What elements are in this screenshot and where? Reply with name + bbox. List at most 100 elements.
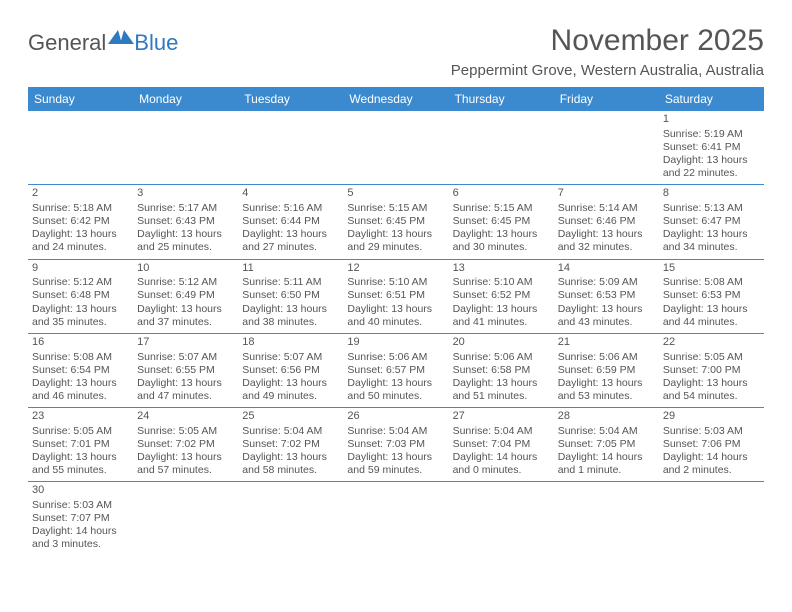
day-number: 21 <box>558 336 655 350</box>
sunrise-text: Sunrise: 5:12 AM <box>137 276 234 289</box>
sunrise-text: Sunrise: 5:15 AM <box>453 202 550 215</box>
calendar-cell: 10Sunrise: 5:12 AMSunset: 6:49 PMDayligh… <box>133 259 238 333</box>
page-title: November 2025 <box>451 24 764 58</box>
sunrise-text: Sunrise: 5:04 AM <box>558 425 655 438</box>
daylight-text: Daylight: 14 hours and 0 minutes. <box>453 451 550 477</box>
calendar-cell: 9Sunrise: 5:12 AMSunset: 6:48 PMDaylight… <box>28 259 133 333</box>
sunrise-text: Sunrise: 5:15 AM <box>347 202 444 215</box>
sunset-text: Sunset: 6:53 PM <box>663 289 760 302</box>
sunrise-text: Sunrise: 5:18 AM <box>32 202 129 215</box>
col-header: Wednesday <box>343 87 448 111</box>
sunrise-text: Sunrise: 5:08 AM <box>663 276 760 289</box>
day-number: 28 <box>558 410 655 424</box>
daylight-text: Daylight: 13 hours and 55 minutes. <box>32 451 129 477</box>
day-number: 11 <box>242 262 339 276</box>
daylight-text: Daylight: 14 hours and 1 minute. <box>558 451 655 477</box>
calendar-cell <box>343 111 448 185</box>
sunset-text: Sunset: 6:59 PM <box>558 364 655 377</box>
daylight-text: Daylight: 13 hours and 58 minutes. <box>242 451 339 477</box>
daylight-text: Daylight: 13 hours and 25 minutes. <box>137 228 234 254</box>
daylight-text: Daylight: 14 hours and 3 minutes. <box>32 525 129 551</box>
daylight-text: Daylight: 13 hours and 50 minutes. <box>347 377 444 403</box>
daylight-text: Daylight: 13 hours and 40 minutes. <box>347 303 444 329</box>
sunset-text: Sunset: 6:42 PM <box>32 215 129 228</box>
day-number: 19 <box>347 336 444 350</box>
calendar-cell: 5Sunrise: 5:15 AMSunset: 6:45 PMDaylight… <box>343 185 448 259</box>
header: General Blue November 2025 Peppermint Gr… <box>28 24 764 79</box>
day-number: 26 <box>347 410 444 424</box>
day-number: 3 <box>137 187 234 201</box>
sunrise-text: Sunrise: 5:09 AM <box>558 276 655 289</box>
sunset-text: Sunset: 6:49 PM <box>137 289 234 302</box>
day-number: 14 <box>558 262 655 276</box>
daylight-text: Daylight: 13 hours and 46 minutes. <box>32 377 129 403</box>
col-header: Thursday <box>449 87 554 111</box>
sunset-text: Sunset: 6:53 PM <box>558 289 655 302</box>
col-header: Saturday <box>659 87 764 111</box>
day-number: 27 <box>453 410 550 424</box>
sunrise-text: Sunrise: 5:05 AM <box>663 351 760 364</box>
sunset-text: Sunset: 7:02 PM <box>242 438 339 451</box>
day-number: 4 <box>242 187 339 201</box>
calendar-cell: 23Sunrise: 5:05 AMSunset: 7:01 PMDayligh… <box>28 408 133 482</box>
daylight-text: Daylight: 13 hours and 59 minutes. <box>347 451 444 477</box>
calendar-row: 30Sunrise: 5:03 AMSunset: 7:07 PMDayligh… <box>28 482 764 556</box>
calendar-row: 9Sunrise: 5:12 AMSunset: 6:48 PMDaylight… <box>28 259 764 333</box>
sunset-text: Sunset: 6:45 PM <box>347 215 444 228</box>
calendar-cell: 28Sunrise: 5:04 AMSunset: 7:05 PMDayligh… <box>554 408 659 482</box>
sunset-text: Sunset: 7:00 PM <box>663 364 760 377</box>
calendar-cell <box>449 482 554 556</box>
sunrise-text: Sunrise: 5:10 AM <box>453 276 550 289</box>
day-number: 30 <box>32 484 129 498</box>
calendar-cell: 22Sunrise: 5:05 AMSunset: 7:00 PMDayligh… <box>659 333 764 407</box>
daylight-text: Daylight: 13 hours and 27 minutes. <box>242 228 339 254</box>
day-number: 18 <box>242 336 339 350</box>
sunset-text: Sunset: 7:01 PM <box>32 438 129 451</box>
sunrise-text: Sunrise: 5:04 AM <box>242 425 339 438</box>
day-number: 7 <box>558 187 655 201</box>
sunset-text: Sunset: 6:55 PM <box>137 364 234 377</box>
calendar-cell <box>238 111 343 185</box>
sunrise-text: Sunrise: 5:13 AM <box>663 202 760 215</box>
sunset-text: Sunset: 6:41 PM <box>663 141 760 154</box>
header-row: Sunday Monday Tuesday Wednesday Thursday… <box>28 87 764 111</box>
sunrise-text: Sunrise: 5:12 AM <box>32 276 129 289</box>
day-number: 10 <box>137 262 234 276</box>
calendar-cell <box>133 111 238 185</box>
day-number: 25 <box>242 410 339 424</box>
logo-text-1: General <box>28 30 106 56</box>
calendar-cell: 29Sunrise: 5:03 AMSunset: 7:06 PMDayligh… <box>659 408 764 482</box>
calendar-cell <box>554 111 659 185</box>
calendar-cell <box>238 482 343 556</box>
daylight-text: Daylight: 13 hours and 53 minutes. <box>558 377 655 403</box>
day-number: 23 <box>32 410 129 424</box>
day-number: 2 <box>32 187 129 201</box>
calendar-cell <box>133 482 238 556</box>
calendar-cell: 13Sunrise: 5:10 AMSunset: 6:52 PMDayligh… <box>449 259 554 333</box>
calendar-cell: 4Sunrise: 5:16 AMSunset: 6:44 PMDaylight… <box>238 185 343 259</box>
sunrise-text: Sunrise: 5:06 AM <box>453 351 550 364</box>
calendar-cell: 19Sunrise: 5:06 AMSunset: 6:57 PMDayligh… <box>343 333 448 407</box>
sunset-text: Sunset: 6:54 PM <box>32 364 129 377</box>
col-header: Friday <box>554 87 659 111</box>
day-number: 6 <box>453 187 550 201</box>
title-block: November 2025 Peppermint Grove, Western … <box>451 24 764 79</box>
calendar-cell: 18Sunrise: 5:07 AMSunset: 6:56 PMDayligh… <box>238 333 343 407</box>
daylight-text: Daylight: 13 hours and 44 minutes. <box>663 303 760 329</box>
sunrise-text: Sunrise: 5:16 AM <box>242 202 339 215</box>
calendar-table: Sunday Monday Tuesday Wednesday Thursday… <box>28 87 764 556</box>
sunset-text: Sunset: 6:51 PM <box>347 289 444 302</box>
calendar-row: 16Sunrise: 5:08 AMSunset: 6:54 PMDayligh… <box>28 333 764 407</box>
sunrise-text: Sunrise: 5:14 AM <box>558 202 655 215</box>
daylight-text: Daylight: 13 hours and 22 minutes. <box>663 154 760 180</box>
calendar-cell <box>659 482 764 556</box>
calendar-cell: 26Sunrise: 5:04 AMSunset: 7:03 PMDayligh… <box>343 408 448 482</box>
calendar-cell: 6Sunrise: 5:15 AMSunset: 6:45 PMDaylight… <box>449 185 554 259</box>
sunrise-text: Sunrise: 5:19 AM <box>663 128 760 141</box>
location-subtitle: Peppermint Grove, Western Australia, Aus… <box>451 62 764 79</box>
sunset-text: Sunset: 7:02 PM <box>137 438 234 451</box>
calendar-cell: 30Sunrise: 5:03 AMSunset: 7:07 PMDayligh… <box>28 482 133 556</box>
day-number: 5 <box>347 187 444 201</box>
sunset-text: Sunset: 6:58 PM <box>453 364 550 377</box>
daylight-text: Daylight: 13 hours and 35 minutes. <box>32 303 129 329</box>
